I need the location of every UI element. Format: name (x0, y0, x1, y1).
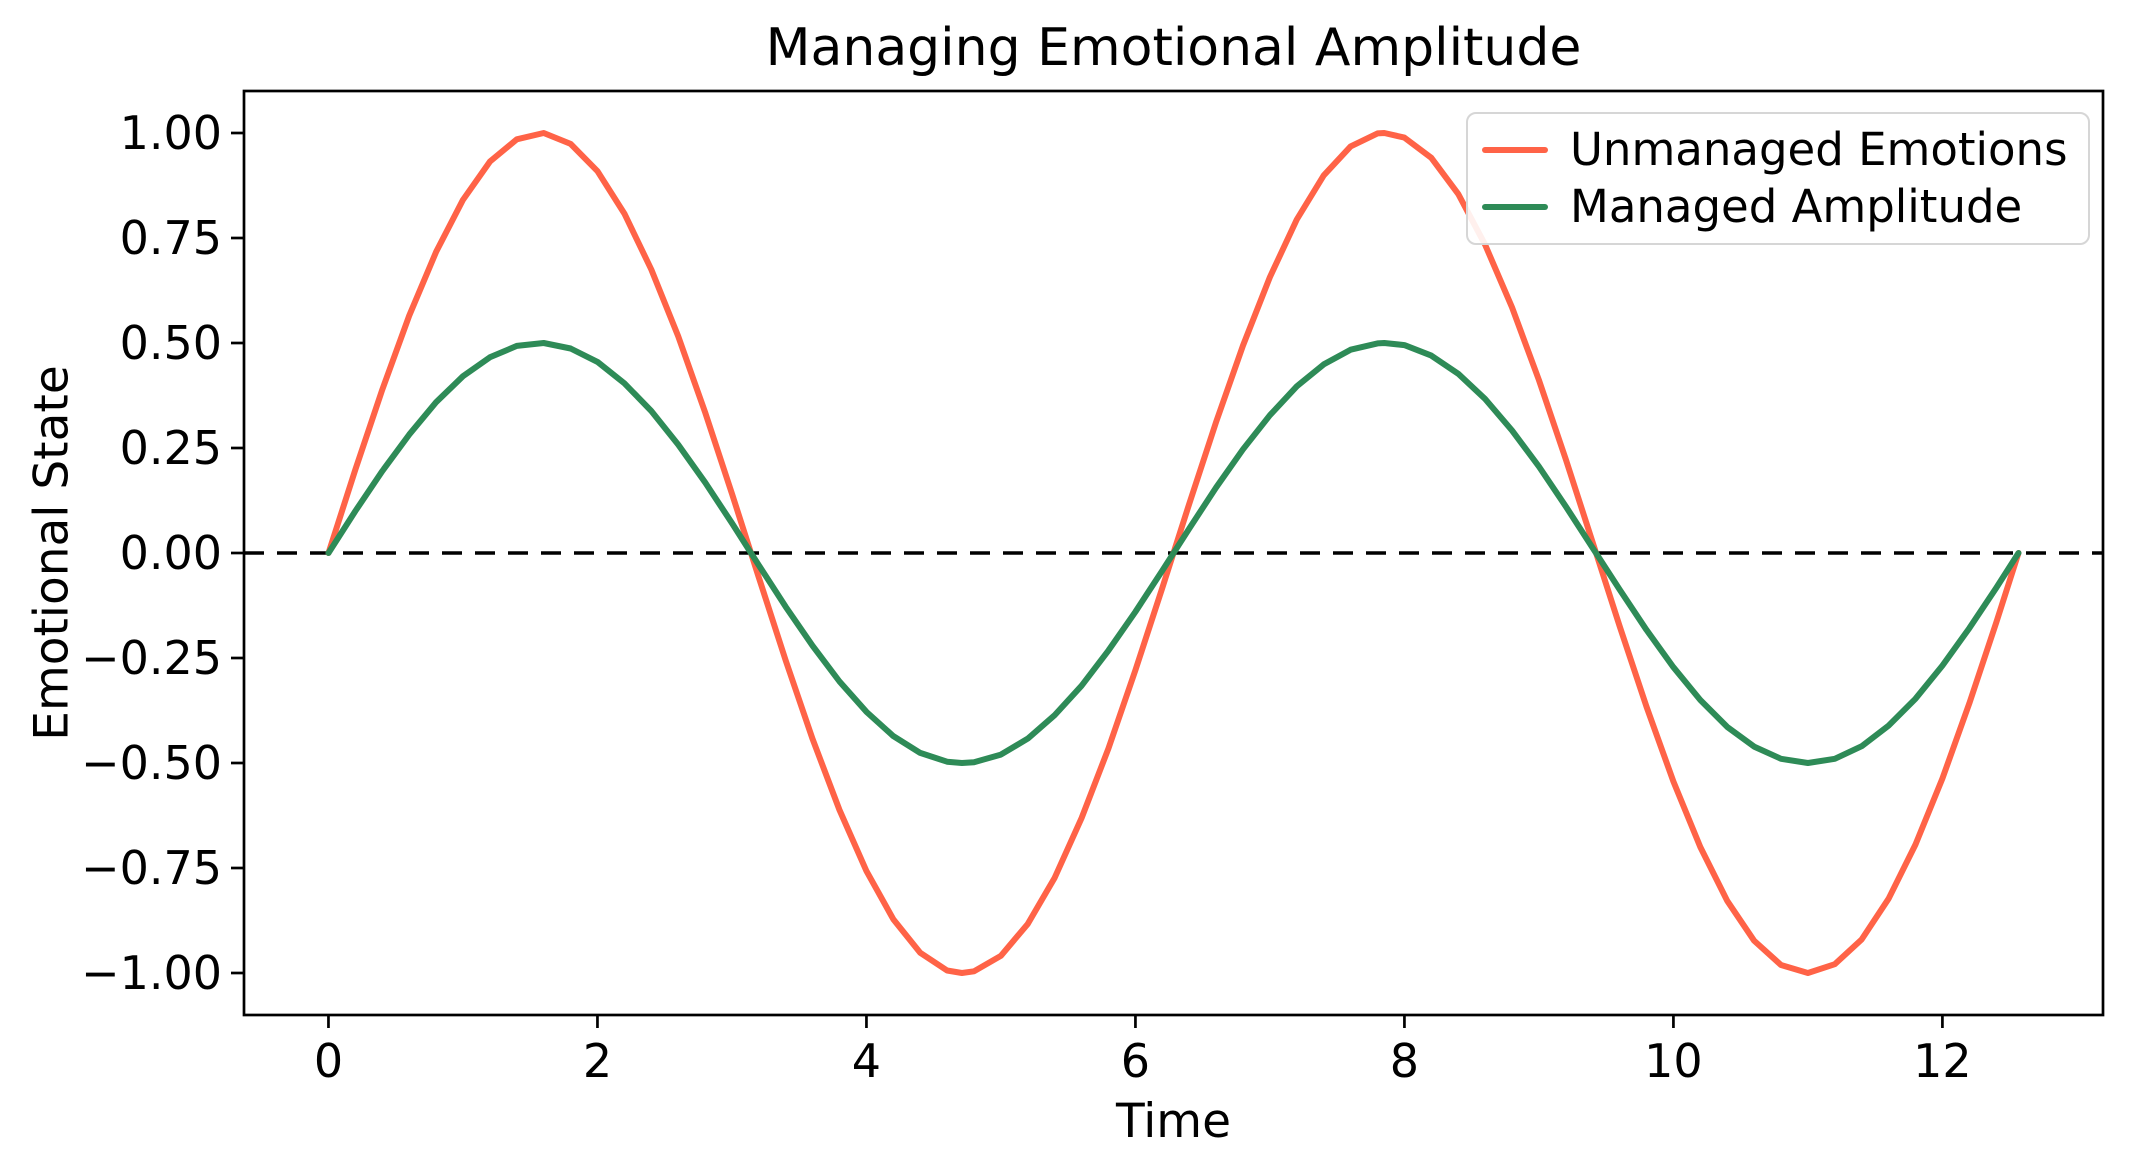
y-tick-label: −0.75 (81, 841, 222, 895)
axes-spines (242, 89, 2105, 1017)
legend-line-swatch-managed (1482, 203, 1548, 210)
legend-item-unmanaged: Unmanaged Emotions (1482, 125, 2074, 175)
y-tick-label: 0.00 (120, 526, 222, 580)
x-tick-label: 10 (1644, 1034, 1703, 1088)
legend-label-managed: Managed Amplitude (1570, 180, 2023, 234)
y-tick-label: 0.75 (120, 211, 222, 265)
x-tick-label: 8 (1390, 1034, 1419, 1088)
y-tick-label: 0.50 (120, 316, 222, 370)
x-tick-label: 12 (1913, 1034, 1972, 1088)
y-tick-label: −0.25 (81, 631, 222, 685)
y-tick-label: 0.25 (120, 421, 222, 475)
legend: Unmanaged Emotions Managed Amplitude (1466, 112, 2090, 245)
x-tick-label: 0 (314, 1034, 343, 1088)
y-tick-label: −1.00 (81, 946, 222, 1000)
series-line-managed (325, 340, 2022, 766)
y-tick-label: −0.50 (81, 736, 222, 790)
chart-title: Managing Emotional Amplitude (765, 18, 1582, 78)
legend-item-managed: Managed Amplitude (1482, 182, 2074, 232)
legend-line-swatch-unmanaged (1482, 147, 1548, 154)
x-tick-label: 4 (852, 1034, 881, 1088)
y-tick-label: 1.00 (120, 106, 222, 160)
x-tick-label: 2 (583, 1034, 612, 1088)
x-axis-label: Time (1115, 1094, 1232, 1149)
x-tick-label: 6 (1121, 1034, 1150, 1088)
legend-label-unmanaged: Unmanaged Emotions (1570, 123, 2068, 177)
